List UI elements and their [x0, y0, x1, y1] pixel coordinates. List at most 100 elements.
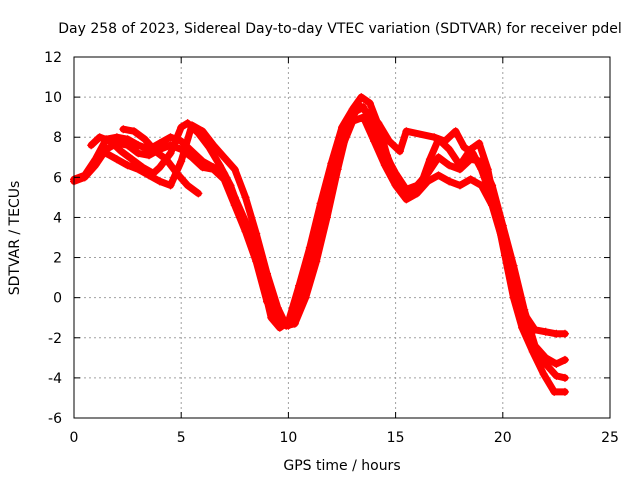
data-point-marker: [215, 161, 224, 170]
data-point-marker: [374, 119, 383, 128]
data-point-marker: [434, 171, 443, 180]
y-tick-label: 6: [53, 170, 62, 186]
data-point-marker: [187, 147, 196, 156]
data-point-marker: [267, 313, 276, 322]
data-point-marker: [520, 309, 529, 318]
data-point-marker: [95, 133, 104, 142]
data-point-marker: [134, 149, 143, 158]
data-point-marker: [539, 369, 548, 378]
data-point-marker: [552, 329, 561, 338]
data-point-marker: [434, 153, 443, 162]
x-tick-label: 10: [279, 430, 297, 446]
data-point-marker: [209, 163, 218, 172]
data-point-marker: [112, 133, 121, 142]
data-point-marker: [134, 165, 143, 174]
data-point-marker: [541, 353, 550, 362]
x-tick-label: 15: [387, 430, 405, 446]
data-point-marker: [322, 213, 331, 222]
data-point-marker: [383, 151, 392, 160]
plot-frame: [73, 56, 611, 419]
data-point-marker: [220, 153, 229, 162]
data-point-marker: [408, 191, 417, 200]
data-point-marker: [87, 141, 96, 150]
data-point-marker: [477, 165, 486, 174]
data-point-marker: [275, 323, 284, 332]
y-tick-label: -4: [48, 371, 62, 387]
x-tick-label: 20: [494, 430, 512, 446]
data-point-marker: [209, 141, 218, 150]
data-point-marker: [395, 147, 404, 156]
grid: [74, 57, 610, 418]
data-point-marker: [455, 181, 464, 190]
data-point-marker: [237, 211, 246, 220]
x-tick-label: 0: [70, 430, 79, 446]
data-point-marker: [466, 175, 475, 184]
data-point-marker: [112, 155, 121, 164]
data-point-marker: [560, 329, 569, 338]
data-point-marker: [357, 93, 366, 102]
data-point-marker: [119, 125, 128, 134]
data-point-marker: [363, 109, 372, 118]
data-point-marker: [327, 159, 336, 168]
data-point-marker: [155, 177, 164, 186]
data-point-marker: [177, 123, 186, 132]
data-point-marker: [140, 135, 149, 144]
data-point-marker: [503, 255, 512, 264]
y-tick-label: 2: [53, 251, 62, 267]
x-tick-label: 5: [177, 430, 186, 446]
data-point-marker: [445, 161, 454, 170]
data-point-marker: [494, 221, 503, 230]
data-point-marker: [166, 133, 175, 142]
y-tick-label: 0: [53, 291, 62, 307]
data-point-marker: [183, 181, 192, 190]
data-point-marker: [194, 189, 203, 198]
y-axis-label: SDTVAR / TECUs: [7, 181, 23, 296]
data-point-marker: [518, 323, 527, 332]
data-point-marker: [187, 121, 196, 130]
data-point-marker: [91, 155, 100, 164]
data-point-marker: [273, 303, 282, 312]
data-point-marker: [560, 373, 569, 382]
data-point-marker: [258, 277, 267, 286]
data-point-marker: [282, 321, 291, 330]
series-track-5: [119, 125, 202, 197]
data-point-marker: [312, 257, 321, 266]
data-point-marker: [552, 359, 561, 368]
data-point-marker: [385, 137, 394, 146]
data-point-marker: [247, 241, 256, 250]
data-point-marker: [455, 161, 464, 170]
data-point-marker: [391, 173, 400, 182]
data-point-marker: [252, 229, 261, 238]
y-tick-label: 8: [53, 130, 62, 146]
data-point-marker: [80, 171, 89, 180]
data-point-marker: [155, 163, 164, 172]
data-point-marker: [106, 137, 115, 146]
data-point-marker: [127, 155, 136, 164]
data-point-marker: [123, 135, 132, 144]
data-point-marker: [365, 99, 374, 108]
data-point-marker: [123, 161, 132, 170]
data-point-marker: [344, 121, 353, 130]
data-point-marker: [400, 183, 409, 192]
chart-title: Day 258 of 2023, Sidereal Day-to-day VTE…: [58, 21, 622, 37]
y-tick-label: 4: [53, 210, 62, 226]
y-tick-label: 10: [44, 90, 62, 106]
data-point-marker: [402, 127, 411, 136]
data-point-marker: [226, 181, 235, 190]
data-point-marker: [552, 371, 561, 380]
data-point-marker: [560, 387, 569, 396]
data-point-marker: [134, 141, 143, 150]
data-point-marker: [241, 193, 250, 202]
data-point-marker: [172, 169, 181, 178]
data-point-marker: [440, 137, 449, 146]
x-tick-label: 25: [601, 430, 619, 446]
data-point-marker: [295, 281, 304, 290]
data-point-marker: [355, 101, 364, 110]
data-point-marker: [117, 147, 126, 156]
data-point-marker: [430, 133, 439, 142]
data-point-marker: [445, 177, 454, 186]
data-point-marker: [230, 165, 239, 174]
data-series: [70, 93, 569, 396]
data-point-marker: [198, 127, 207, 136]
